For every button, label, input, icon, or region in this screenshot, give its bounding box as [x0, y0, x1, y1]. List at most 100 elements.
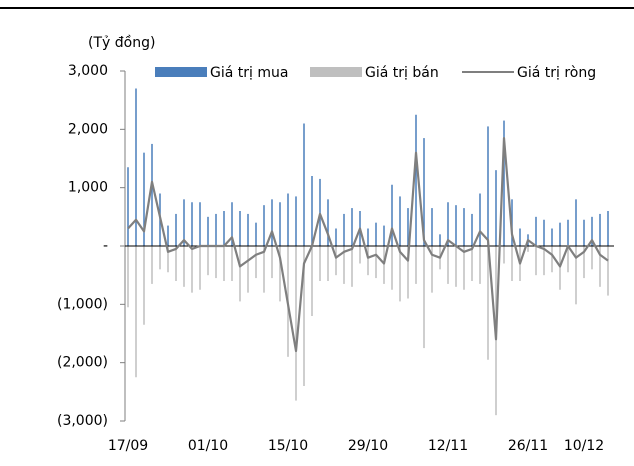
- bar: [247, 246, 249, 293]
- bar: [479, 193, 481, 246]
- bar: [151, 143, 153, 246]
- bar: [591, 216, 593, 246]
- bar: [231, 246, 233, 281]
- x-tick-label: 15/10: [268, 438, 308, 454]
- bar: [127, 246, 129, 308]
- bar: [375, 222, 377, 246]
- x-tick-label: 12/11: [428, 438, 468, 454]
- bar: [391, 246, 393, 290]
- bar: [167, 225, 169, 246]
- bar: [335, 228, 337, 246]
- bar: [343, 213, 345, 246]
- bar: [551, 228, 553, 246]
- bar: [567, 219, 569, 246]
- bar: [295, 196, 297, 246]
- legend-swatch: [155, 67, 207, 77]
- bar: [399, 196, 401, 246]
- bar: [279, 202, 281, 246]
- bar: [527, 246, 529, 252]
- bar: [199, 202, 201, 246]
- net-line: [127, 136, 609, 353]
- y-tick-label: 2,000: [68, 121, 108, 137]
- bar: [263, 246, 265, 293]
- bar: [271, 246, 273, 279]
- x-tick-label: 17/09: [108, 438, 148, 454]
- bar: [215, 213, 217, 246]
- bar: [279, 246, 281, 302]
- bar: [471, 246, 473, 281]
- bar: [575, 199, 577, 246]
- bar: [327, 199, 329, 246]
- bar: [487, 246, 489, 360]
- bar: [175, 213, 177, 246]
- bar: [295, 246, 297, 401]
- bar: [303, 246, 305, 386]
- bar: [351, 246, 353, 287]
- y-tick-label: (2,000): [57, 355, 108, 371]
- bar: [503, 246, 505, 264]
- bar: [487, 126, 489, 246]
- bar: [535, 216, 537, 246]
- bar: [455, 246, 457, 287]
- bar: [271, 199, 273, 246]
- bar: [463, 208, 465, 246]
- bar: [135, 246, 137, 378]
- bar: [359, 246, 361, 264]
- y-tick-label: 1,000: [68, 180, 108, 196]
- bar: [199, 246, 201, 290]
- bar: [447, 202, 449, 246]
- bar: [215, 246, 217, 279]
- bar: [255, 222, 257, 246]
- bar: [463, 246, 465, 290]
- bar: [495, 170, 497, 246]
- x-tick-label: 01/10: [188, 438, 228, 454]
- bar: [311, 246, 313, 316]
- bar: [415, 114, 417, 246]
- y-tick-label: (3,000): [57, 413, 108, 429]
- bar: [407, 246, 409, 299]
- bar: [167, 246, 169, 273]
- bar: [311, 176, 313, 246]
- bar: [591, 246, 593, 270]
- bar: [351, 208, 353, 246]
- bar: [535, 246, 537, 276]
- x-tick-label: 26/11: [508, 438, 548, 454]
- bar: [479, 246, 481, 284]
- bar: [511, 246, 513, 281]
- bar: [287, 193, 289, 246]
- legend-swatch: [310, 67, 362, 77]
- bar: [471, 213, 473, 246]
- bar: [143, 246, 145, 325]
- bar: [447, 246, 449, 284]
- bar: [239, 246, 241, 302]
- bar: [407, 208, 409, 246]
- bar: [151, 246, 153, 284]
- y-tick-label: 3,000: [68, 63, 108, 79]
- bar: [255, 246, 257, 279]
- bar: [183, 199, 185, 246]
- bar: [391, 184, 393, 246]
- legend-label: Giá trị bán: [365, 65, 439, 81]
- y-tick-label: -: [103, 238, 108, 254]
- bar: [135, 88, 137, 246]
- bar: [191, 202, 193, 246]
- bar: [423, 246, 425, 349]
- bar: [607, 246, 609, 296]
- bar: [567, 246, 569, 273]
- bar: [343, 246, 345, 284]
- bar: [399, 246, 401, 302]
- bar: [319, 178, 321, 246]
- bar: [143, 152, 145, 246]
- legend-label: Giá trị mua: [210, 65, 288, 81]
- x-tick-label: 10/12: [564, 438, 604, 454]
- bar: [127, 167, 129, 246]
- y-axis-label: (Tỷ đồng): [88, 34, 155, 51]
- bar: [519, 228, 521, 246]
- bar: [503, 120, 505, 246]
- bar: [423, 138, 425, 246]
- bar: [583, 219, 585, 246]
- bar: [207, 246, 209, 276]
- bar: [439, 234, 441, 246]
- bar: [183, 246, 185, 287]
- bar: [175, 246, 177, 281]
